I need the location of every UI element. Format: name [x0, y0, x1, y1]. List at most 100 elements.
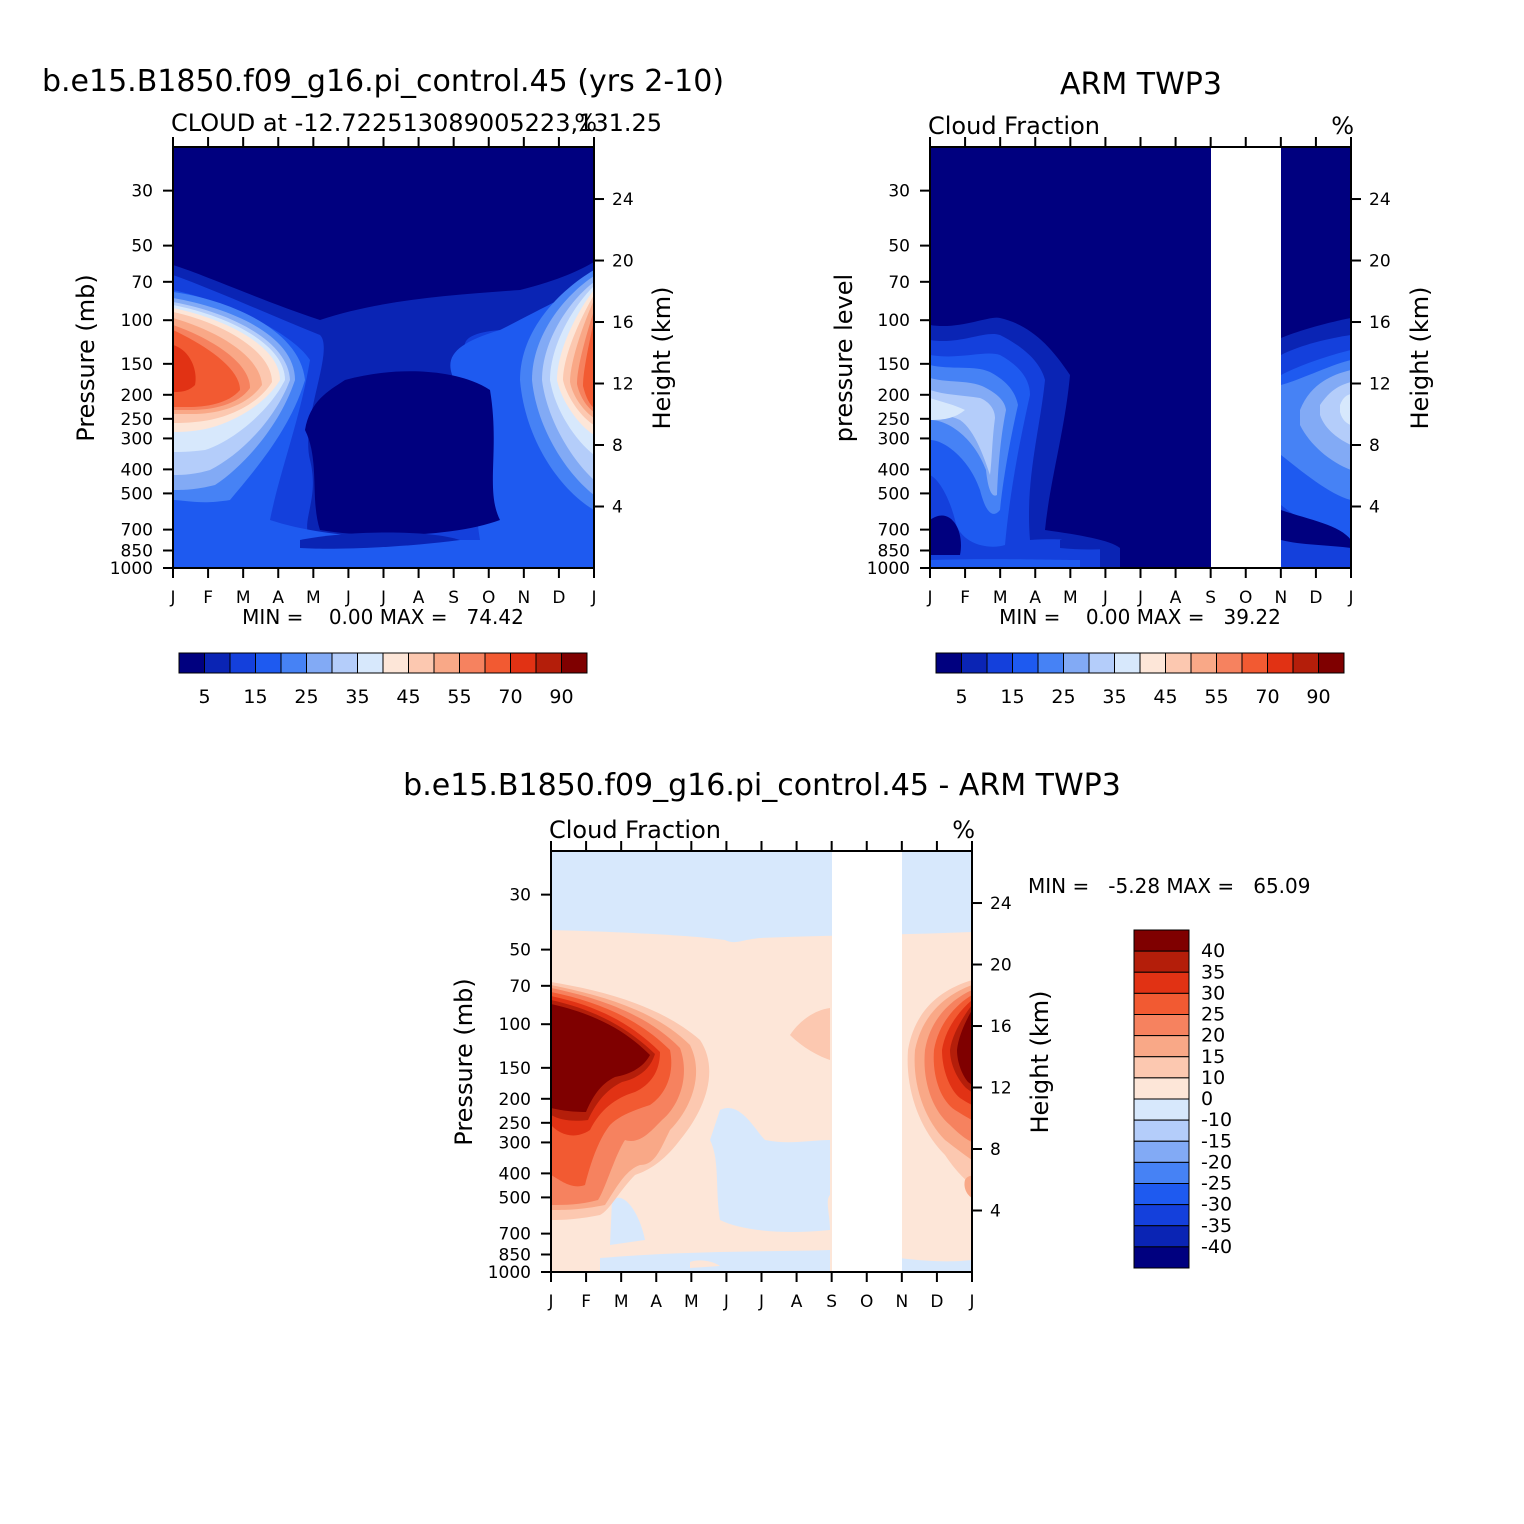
colorbar-label: 35 — [345, 686, 369, 708]
colorbar-label: -20 — [1201, 1151, 1232, 1173]
colorbar-label: 35 — [1102, 686, 1126, 708]
x-tick-label: F — [960, 588, 970, 608]
colorbar-swatch — [331, 652, 358, 674]
y-tick-label: 700 — [121, 521, 153, 541]
colorbar-swatch — [1133, 1140, 1190, 1163]
y-tick-label: 150 — [499, 1059, 531, 1079]
y-tick-label: 100 — [121, 311, 153, 331]
panel-diff: b.e15.B1850.f09_g16.pi_control.45 - ARM … — [403, 768, 1310, 1312]
x-tick-label: S — [1205, 588, 1216, 608]
colorbar-label: 5 — [955, 686, 967, 708]
colorbar-swatch — [1318, 652, 1345, 674]
colorbar-swatch — [357, 652, 384, 674]
y-tick-label: 250 — [499, 1114, 531, 1134]
y-tick-label: 150 — [121, 355, 153, 375]
y-tick-label: 30 — [888, 182, 910, 202]
colorbar-swatch — [1133, 1225, 1190, 1248]
y-right-tick-label: 8 — [612, 436, 623, 456]
y-tick-label: 100 — [878, 311, 910, 331]
colorbar-label: 70 — [1255, 686, 1279, 708]
colorbar-swatch — [1165, 652, 1192, 674]
colorbar-label: 90 — [549, 686, 573, 708]
y-right-tick-label: 24 — [1369, 190, 1391, 210]
colorbar-swatch — [1133, 1077, 1190, 1100]
colorbar-swatch — [510, 652, 537, 674]
colorbar-swatch — [204, 652, 231, 674]
x-tick-label: A — [413, 588, 425, 608]
y-tick-label: 500 — [121, 484, 153, 504]
x-tick-label: A — [791, 1292, 803, 1312]
colorbar-swatch — [1133, 971, 1190, 994]
y-right-tick-label: 16 — [612, 313, 634, 333]
y-right-tick-label: 12 — [1369, 375, 1391, 395]
colorbar-label: 45 — [396, 686, 420, 708]
y-tick-label: 700 — [878, 521, 910, 541]
x-tick-label: D — [1309, 588, 1322, 608]
x-tick-label: J — [758, 1292, 764, 1312]
colorbar-label: 30 — [1201, 982, 1225, 1004]
colorbar-label: 90 — [1306, 686, 1330, 708]
y-tick-label: 250 — [121, 410, 153, 430]
y-right-tick-label: 12 — [990, 1079, 1012, 1099]
colorbar-label: 15 — [1000, 686, 1024, 708]
y-tick-label: 300 — [878, 429, 910, 449]
y-tick-label: 70 — [509, 977, 531, 997]
x-tick-label: A — [1170, 588, 1182, 608]
panel-obs-stats: MIN = 0.00 MAX = 39.22 — [999, 605, 1281, 629]
y-tick-label: 1000 — [867, 559, 910, 579]
colorbar-swatch — [1012, 652, 1039, 674]
x-tick-label: M — [306, 588, 321, 608]
colorbar-swatch — [1088, 652, 1115, 674]
colorbar-label: 10 — [1201, 1067, 1225, 1089]
colorbar-swatch — [1133, 1098, 1190, 1121]
panel-model-subtitle: CLOUD at -12.722513089005223,131.25 — [171, 109, 662, 137]
x-tick-label: D — [552, 588, 565, 608]
x-tick-label: A — [272, 588, 284, 608]
colorbar-swatch — [1133, 1056, 1190, 1079]
colorbar-label: 25 — [1201, 1004, 1225, 1026]
x-tick-label: J — [547, 1292, 553, 1312]
colorbar-swatch — [1133, 1204, 1190, 1227]
panel-diff-ylabel-right: Height (km) — [1026, 991, 1054, 1134]
x-tick-label: M — [236, 588, 251, 608]
colorbar-label: -25 — [1201, 1173, 1232, 1195]
panel-model-ylabel: Pressure (mb) — [72, 274, 100, 441]
panel-obs-subtitle: Cloud Fraction — [928, 112, 1100, 140]
colorbar-swatch — [255, 652, 282, 674]
y-right-tick-label: 12 — [612, 375, 634, 395]
y-right-tick-label: 16 — [990, 1017, 1012, 1037]
x-tick-label: M — [684, 1292, 699, 1312]
panel-obs-units: % — [1331, 112, 1354, 140]
colorbar-swatch — [1037, 652, 1064, 674]
y-right-tick-label: 8 — [990, 1140, 1001, 1160]
x-tick-label: M — [614, 1292, 629, 1312]
x-tick-label: O — [1239, 588, 1252, 608]
colorbar-swatch — [1241, 652, 1268, 674]
y-tick-label: 50 — [888, 237, 910, 257]
colorbar-swatch — [935, 652, 962, 674]
x-tick-label: J — [968, 1292, 974, 1312]
y-right-tick-label: 16 — [1369, 313, 1391, 333]
panel-diff-subtitle: Cloud Fraction — [549, 816, 721, 844]
colorbar-label: 15 — [243, 686, 267, 708]
colorbar-swatch — [306, 652, 333, 674]
y-tick-label: 70 — [131, 273, 153, 293]
panel-diff-contours — [551, 851, 972, 1272]
y-tick-label: 200 — [499, 1090, 531, 1110]
x-tick-label: O — [860, 1292, 873, 1312]
panel-diff-stats: MIN = -5.28 MAX = 65.09 — [1028, 874, 1311, 898]
colorbar-swatch — [178, 652, 205, 674]
colorbar-swatch — [1267, 652, 1294, 674]
colorbar-label: -40 — [1201, 1236, 1232, 1258]
colorbar-label: 5 — [198, 686, 210, 708]
y-tick-label: 850 — [878, 542, 910, 562]
panel-diff-title: b.e15.B1850.f09_g16.pi_control.45 - ARM … — [403, 768, 1121, 803]
colorbar-label: -10 — [1201, 1109, 1232, 1131]
x-tick-label: J — [590, 588, 596, 608]
colorbar-label: 0 — [1201, 1088, 1213, 1110]
y-right-tick-label: 24 — [990, 894, 1012, 914]
x-tick-label: J — [1102, 588, 1108, 608]
y-tick-label: 300 — [121, 429, 153, 449]
y-tick-label: 200 — [878, 386, 910, 406]
colorbar-label: -15 — [1201, 1130, 1232, 1152]
